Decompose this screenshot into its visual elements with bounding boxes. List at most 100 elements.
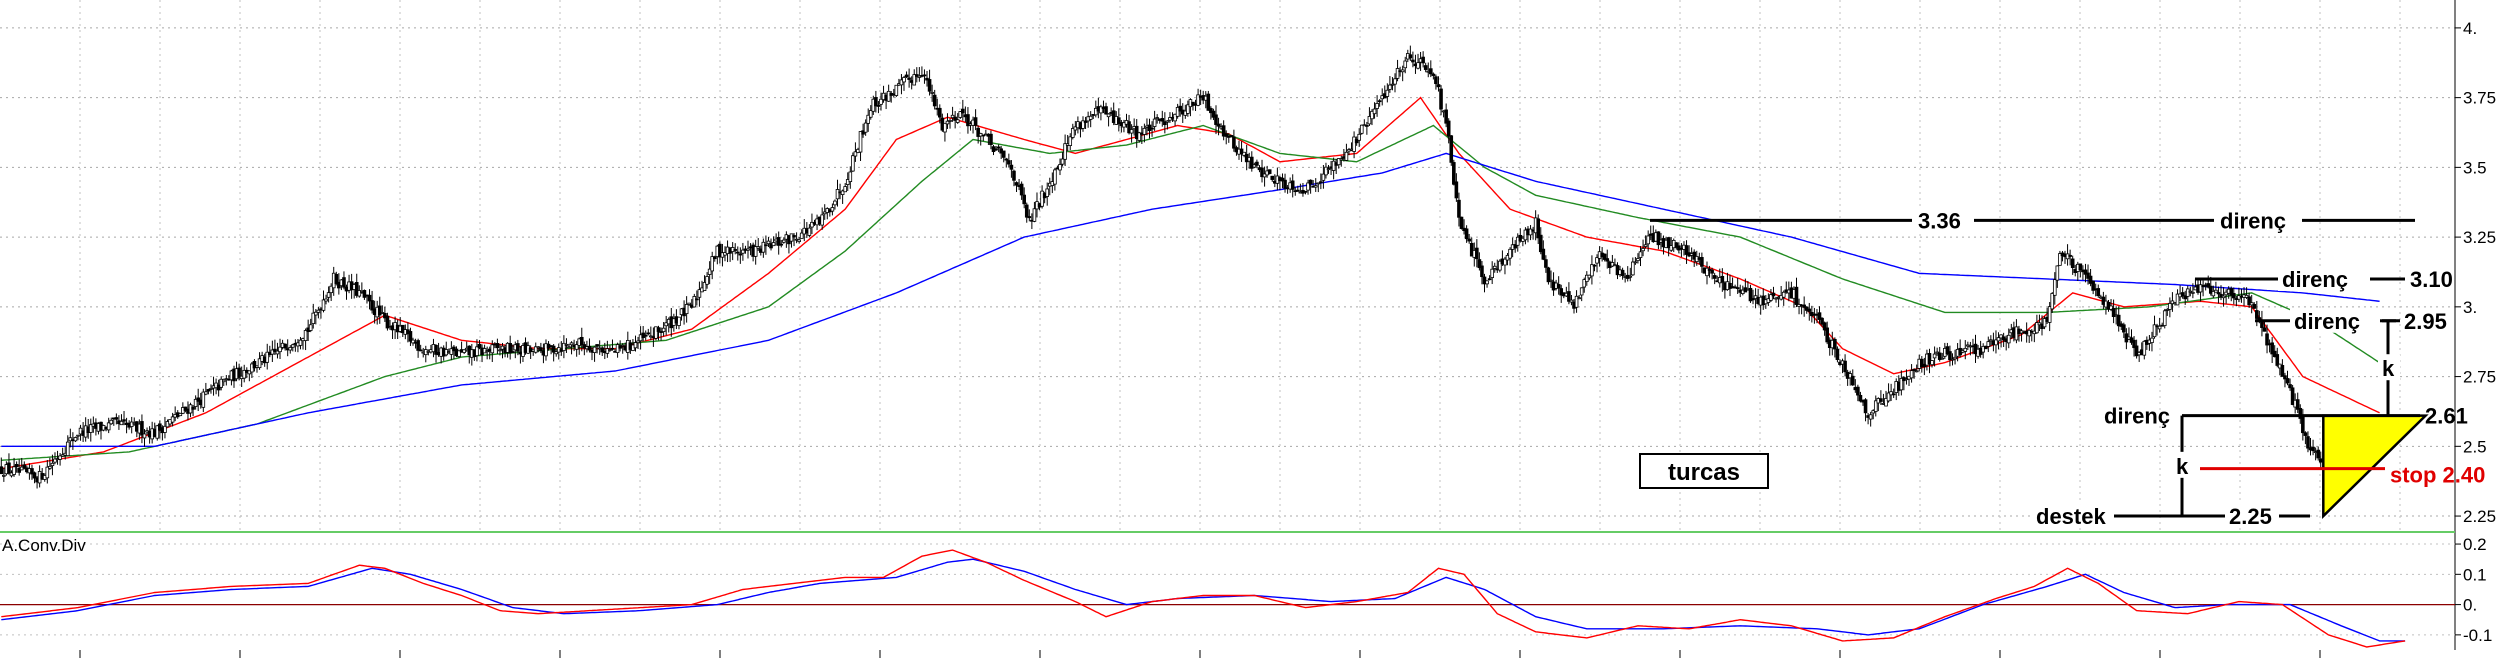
candle-body — [1710, 269, 1714, 274]
candle-body — [30, 468, 34, 475]
candle-body — [1393, 78, 1397, 85]
candle-body — [1590, 264, 1594, 277]
candle-body — [664, 322, 668, 327]
candle-body — [201, 391, 206, 408]
indicator-tick-label: -0.1 — [2463, 626, 2492, 645]
candle-body — [2050, 293, 2055, 310]
candle-body — [1638, 251, 1643, 258]
candle-body — [799, 232, 804, 239]
candle-body — [1339, 158, 1344, 161]
candle-body — [687, 302, 691, 305]
candle-body — [1004, 158, 1009, 161]
candle-body — [298, 339, 303, 346]
candle-body — [1073, 126, 1078, 131]
candle-body — [1628, 275, 1633, 278]
candle-body — [1825, 327, 1829, 343]
candle-body — [835, 189, 840, 200]
candle-body — [1999, 334, 2003, 339]
candle-body — [2298, 407, 2303, 419]
candle-body — [840, 190, 845, 195]
candle-body — [270, 349, 275, 355]
candle-body — [1326, 168, 1331, 171]
candle-body — [1214, 114, 1218, 125]
candle-body — [930, 91, 934, 94]
candle-body — [1022, 194, 1026, 205]
candle-body — [1577, 297, 1581, 300]
candle-body — [273, 348, 277, 352]
candle-body — [2111, 308, 2116, 318]
candle-body — [677, 316, 681, 326]
candle-body — [789, 233, 794, 242]
candle-body — [1464, 228, 1469, 240]
candle-body — [434, 344, 438, 355]
candle-body — [646, 332, 651, 335]
indicator-panel: 0.2 0.1 0. -0.1 — [0, 535, 2492, 658]
candle-body — [1416, 62, 1420, 69]
candle-body — [1835, 348, 1840, 360]
candle-body — [1449, 135, 1454, 163]
candle-body — [932, 94, 937, 107]
candle-body — [1868, 414, 1873, 420]
candle-body — [1751, 298, 1755, 301]
candle-body — [2288, 384, 2292, 389]
candle-body — [712, 256, 717, 260]
candle-body — [1541, 248, 1546, 260]
candle-body — [2231, 292, 2236, 299]
candle-body — [1498, 260, 1502, 271]
candle-body — [2270, 342, 2274, 355]
candle-body — [1994, 339, 1998, 346]
candle-body — [2275, 354, 2280, 366]
candle-body — [1221, 125, 1226, 137]
candle-body — [776, 237, 781, 246]
candle-body — [1610, 262, 1615, 267]
candle-body — [1395, 68, 1400, 79]
candle-body — [1475, 247, 1479, 260]
candle-body — [1019, 183, 1024, 196]
candle-body — [592, 346, 597, 353]
candle-body — [2116, 314, 2121, 327]
candle-body — [2249, 302, 2254, 306]
candle-body — [1884, 398, 1888, 407]
candle-body — [950, 114, 955, 119]
candle-body — [490, 344, 495, 354]
candle-body — [2180, 292, 2185, 297]
candle-body — [753, 246, 758, 257]
candle-body — [1833, 338, 1837, 350]
candle-body — [2165, 308, 2170, 311]
candle-body — [1403, 60, 1408, 69]
candle-body — [945, 120, 950, 125]
candle-body — [14, 464, 19, 467]
candle-body — [938, 107, 942, 118]
candle-body — [411, 339, 415, 344]
candle-body — [618, 345, 622, 349]
resistance-text-3-36: direnç — [2220, 208, 2286, 233]
candle-body — [2175, 293, 2180, 306]
candle-body — [879, 98, 883, 105]
candle-body — [684, 304, 689, 315]
candle-body — [1807, 308, 1812, 312]
candle-body — [2229, 288, 2234, 296]
candle-body — [567, 346, 571, 349]
candle-body — [643, 334, 648, 337]
candle-body — [707, 268, 712, 275]
candle-body — [1260, 167, 1264, 178]
candle-body — [1224, 133, 1229, 137]
candle-body — [1319, 181, 1323, 184]
candle-body — [866, 114, 871, 124]
candle-body — [620, 344, 625, 347]
candle-body — [7, 462, 11, 474]
candle-body — [1053, 169, 1057, 185]
moving-average-line — [1, 152, 2380, 447]
candle-body — [610, 347, 615, 350]
candle-body — [1365, 125, 1369, 127]
candle-body — [1927, 353, 1932, 365]
candle-body — [449, 348, 454, 355]
candle-body — [316, 309, 321, 313]
resistance-value-2-61: 2.61 — [2425, 404, 2468, 429]
candle-body — [475, 346, 479, 357]
candle-body — [1252, 164, 1257, 168]
candle-body — [1858, 394, 1863, 402]
candle-body — [1774, 297, 1778, 300]
candle-body — [1891, 393, 1896, 396]
candle-body — [2, 474, 6, 477]
